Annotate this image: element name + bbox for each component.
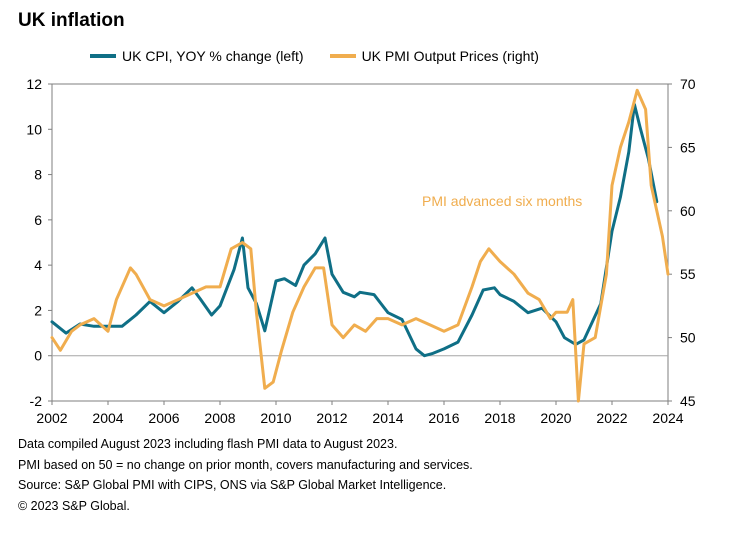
y-left-tick-label: -2 [30, 393, 43, 409]
y-right-tick-label: 45 [680, 393, 696, 409]
y-left-tick-label: 4 [34, 257, 42, 273]
y-right-tick-label: 65 [680, 139, 696, 155]
y-left-tick-label: 10 [26, 121, 42, 137]
legend-label-cpi: UK CPI, YOY % change (left) [122, 48, 304, 64]
x-tick-label: 2016 [428, 410, 459, 426]
chart-title: UK inflation [18, 10, 125, 31]
y-left-tick-label: 2 [34, 302, 42, 318]
y-left-tick-label: 12 [26, 76, 42, 92]
legend-swatch-pmi [329, 54, 356, 58]
y-left-tick-label: 0 [34, 348, 42, 364]
y-right-tick-label: 70 [680, 76, 696, 92]
chart-legend: UK CPI, YOY % change (left) UK PMI Outpu… [90, 48, 539, 64]
chart-notes: Data compiled August 2023 including flas… [18, 434, 473, 516]
x-tick-label: 2018 [484, 410, 515, 426]
line-chart: -2 0 2 4 6 8 10 12 45 50 55 60 65 70 2002 2004 2006 2008 2… [26, 76, 696, 426]
y-right-tick-label: 60 [680, 203, 696, 219]
x-tick-label: 2020 [540, 410, 571, 426]
x-tick-label: 2002 [36, 410, 67, 426]
series-line-cpi [50, 102, 659, 358]
legend-item-pmi: UK PMI Output Prices (right) [329, 48, 539, 64]
y-left-tick-label: 8 [34, 167, 42, 183]
x-tick-label: 2004 [92, 410, 123, 426]
y-right-tick-label: 50 [680, 330, 696, 346]
note-line: © 2023 S&P Global. [18, 498, 130, 513]
x-tick-label: 2014 [372, 410, 403, 426]
legend-label-pmi: UK PMI Output Prices (right) [361, 48, 539, 64]
series-line-pmi [50, 88, 670, 403]
x-tick-label: 2012 [316, 410, 347, 426]
legend-item-cpi: UK CPI, YOY % change (left) [90, 48, 304, 64]
note-line: Data compiled August 2023 including flas… [18, 437, 398, 451]
legend-swatch-cpi [90, 54, 116, 58]
y-right-tick-label: 55 [680, 266, 696, 282]
y-left-tick-label: 6 [34, 212, 42, 228]
note-line: Source: S&P Global PMI with CIPS, ONS vi… [18, 478, 447, 492]
plot-area [51, 83, 669, 402]
pmi-annotation: PMI advanced six months [422, 193, 582, 209]
x-tick-label: 2006 [148, 410, 179, 426]
x-tick-label: 2008 [204, 410, 235, 426]
x-tick-label: 2010 [260, 410, 291, 426]
x-tick-label: 2022 [596, 410, 627, 426]
note-line: PMI based on 50 = no change on prior mon… [18, 457, 473, 472]
x-tick-label: 2024 [652, 410, 683, 426]
